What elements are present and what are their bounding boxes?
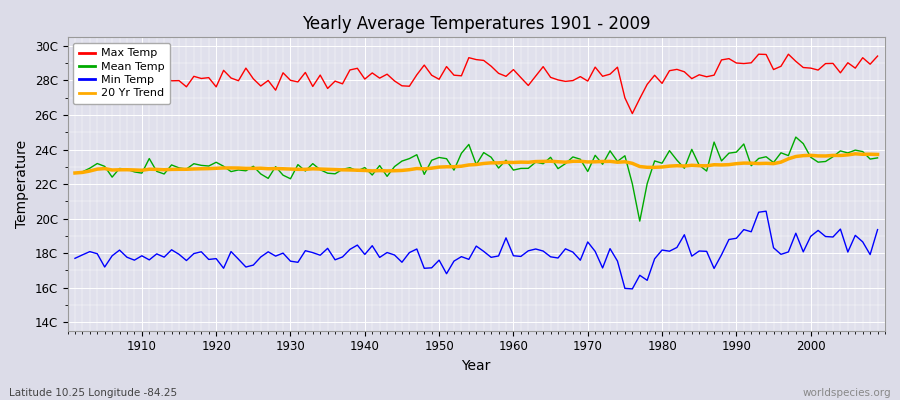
Legend: Max Temp, Mean Temp, Min Temp, 20 Yr Trend: Max Temp, Mean Temp, Min Temp, 20 Yr Tre… — [73, 43, 170, 104]
X-axis label: Year: Year — [462, 359, 491, 373]
Title: Yearly Average Temperatures 1901 - 2009: Yearly Average Temperatures 1901 - 2009 — [302, 15, 651, 33]
Text: worldspecies.org: worldspecies.org — [803, 388, 891, 398]
Text: Latitude 10.25 Longitude -84.25: Latitude 10.25 Longitude -84.25 — [9, 388, 177, 398]
Y-axis label: Temperature: Temperature — [15, 140, 29, 228]
